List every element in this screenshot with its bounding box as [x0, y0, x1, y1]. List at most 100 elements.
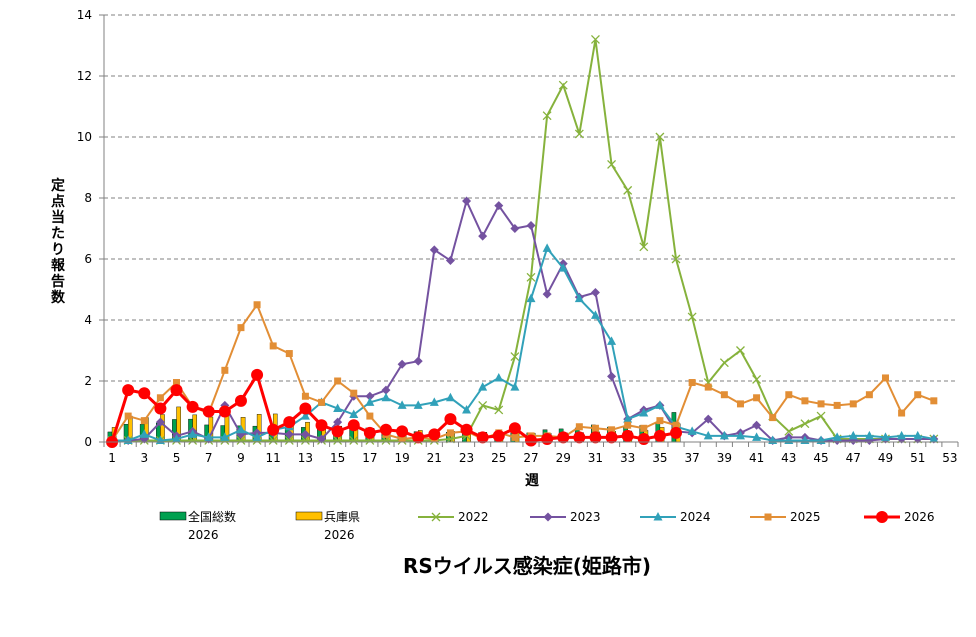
point-2022-w29: [558, 80, 568, 90]
x-tick-label: 11: [266, 451, 281, 465]
legend-label: 2024: [680, 510, 711, 524]
point-2026-w23: [460, 423, 473, 436]
point-2026-w7: [202, 405, 215, 418]
point-2026-w2: [122, 384, 135, 397]
grid-lines: [104, 14, 958, 382]
point-2024-w38: [703, 430, 713, 440]
line-2025: [111, 302, 935, 442]
point-2026-w9: [234, 394, 247, 407]
point-2026-w28: [541, 432, 554, 445]
point-2023-w15: [333, 417, 343, 427]
point-2026-w15: [331, 425, 344, 438]
x-tick-label: 19: [394, 451, 409, 465]
point-2024-w24: [478, 382, 488, 391]
point-2025-w15: [334, 377, 342, 385]
point-2025-w40: [736, 400, 744, 408]
point-2024-w9: [236, 424, 246, 434]
point-2026-w33: [621, 429, 634, 442]
legend-marker: [543, 512, 553, 522]
point-2022-w34: [639, 242, 649, 252]
point-2024-w21: [429, 397, 439, 406]
x-axis-label: 週: [525, 473, 539, 489]
point-2026-w17: [363, 426, 376, 439]
point-2024-w51: [913, 430, 923, 440]
point-2025-w12: [285, 350, 293, 358]
point-2025-w47: [849, 400, 857, 408]
point-2024-w25: [494, 372, 504, 382]
point-2024-w3: [139, 429, 149, 438]
legend-marker: [653, 512, 663, 521]
legend-label-year: 2026: [324, 528, 355, 542]
point-2025-w19: [398, 435, 406, 443]
point-2023-w24: [478, 231, 488, 241]
point-2025-w35: [656, 417, 664, 425]
line-2022: [112, 39, 934, 442]
point-2025-w50: [898, 409, 906, 417]
x-tick-label: 41: [749, 451, 764, 465]
point-2024-w7: [204, 432, 214, 441]
point-2022-w43: [784, 426, 794, 436]
point-2025-w45: [817, 400, 825, 408]
x-tick-label: 7: [205, 451, 213, 465]
point-2025-w17: [366, 412, 374, 420]
legend-item-hyogo: 兵庫県 2026: [295, 510, 360, 542]
point-2026-w30: [573, 431, 586, 444]
point-2023-w20: [413, 356, 423, 366]
point-2026-w26: [508, 422, 521, 435]
point-2026-w36: [670, 426, 683, 439]
x-tick-labels: 1 3 5 7 9 11 13 15 17 19 21 23 25 27 29 31 33 35 37 39 41 43 4…: [108, 451, 957, 465]
point-2022-w9: [236, 436, 246, 445]
point-2025-w32: [608, 426, 616, 434]
point-2024-w10: [252, 432, 262, 441]
legend-label: 兵庫県: [324, 510, 360, 524]
x-tick-label: 47: [846, 451, 861, 465]
point-2022-w16: [349, 436, 359, 445]
legend-item-national: 全国総数 2026: [159, 509, 236, 542]
point-2026-w22: [444, 413, 457, 426]
point-2023-w21: [429, 245, 439, 255]
point-2022-w35: [655, 132, 665, 142]
y-tick-label: 8: [84, 191, 92, 205]
point-2022-w32: [607, 159, 617, 169]
point-2022-w39: [719, 358, 729, 368]
point-2024-w15: [333, 403, 343, 412]
point-2024-w31: [590, 310, 600, 319]
point-2025-w43: [785, 391, 793, 399]
y-axis-label: 定点当たり報告数: [51, 177, 66, 306]
x-tick-label: 15: [330, 451, 345, 465]
point-2026-w12: [283, 416, 296, 429]
legend-item-2022: 2022: [418, 510, 489, 524]
point-2026-w11: [267, 423, 280, 436]
point-2025-w36: [672, 421, 680, 429]
x-tick-label: 37: [684, 451, 699, 465]
legend-label: 全国総数: [188, 509, 236, 524]
point-2025-w49: [881, 374, 889, 382]
point-2024-w33: [623, 414, 633, 423]
x-tick-label: 13: [298, 451, 313, 465]
point-2023-w31: [590, 288, 600, 298]
point-2024-w37: [687, 426, 697, 435]
point-2026-w4: [154, 402, 167, 415]
point-2025-w48: [865, 391, 873, 399]
point-2026-w31: [589, 431, 602, 444]
point-2022-w28: [542, 111, 552, 121]
point-2024-w41: [752, 432, 762, 441]
x-tick-label: 3: [140, 451, 148, 465]
legend-marker: [764, 513, 772, 521]
point-2025-w33: [624, 421, 632, 429]
series-2025: [108, 301, 938, 444]
legend-swatch: [295, 511, 323, 521]
line-2024: [112, 246, 935, 442]
y-tick-label: 4: [84, 313, 92, 327]
y-tick-label: 10: [77, 130, 92, 144]
y-tick-label: 2: [84, 374, 92, 388]
point-2025-w34: [640, 424, 648, 432]
legend-item-2025: 2025: [750, 510, 821, 524]
point-2023-w27: [526, 220, 536, 230]
point-2022-w26: [510, 352, 520, 362]
point-2025-w26: [511, 433, 519, 441]
point-2024-w8: [220, 432, 230, 441]
x-tick-label: 51: [910, 451, 925, 465]
x-tick-label: 9: [237, 451, 245, 465]
